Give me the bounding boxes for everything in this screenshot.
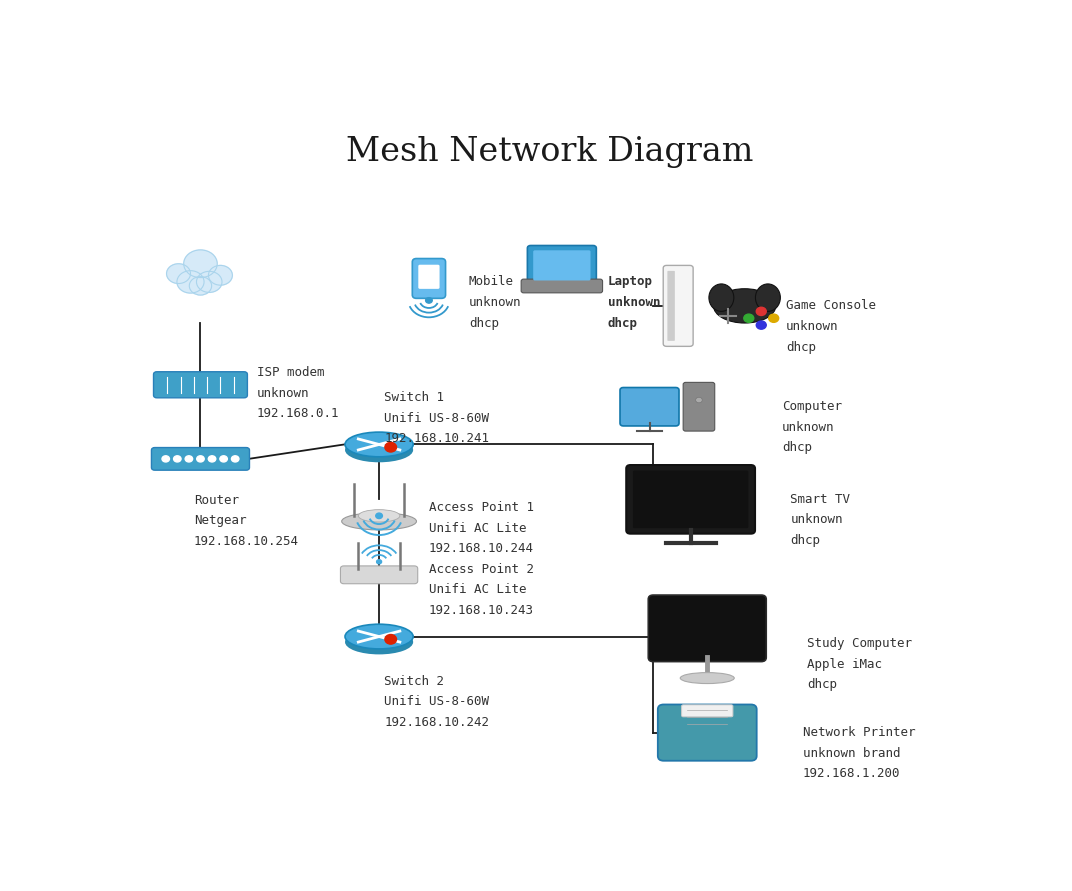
Text: unknown: unknown <box>790 513 843 527</box>
FancyBboxPatch shape <box>649 595 766 662</box>
Ellipse shape <box>714 289 776 323</box>
Circle shape <box>426 298 432 303</box>
Text: 192.168.10.243: 192.168.10.243 <box>429 604 534 617</box>
FancyBboxPatch shape <box>626 465 755 534</box>
Text: unknown: unknown <box>786 320 838 333</box>
Text: dhcp: dhcp <box>790 534 820 547</box>
Text: unknown: unknown <box>468 296 521 309</box>
Text: Switch 1: Switch 1 <box>384 391 444 405</box>
Ellipse shape <box>342 512 416 530</box>
Circle shape <box>220 456 227 462</box>
Ellipse shape <box>345 437 413 462</box>
FancyBboxPatch shape <box>153 372 248 397</box>
FancyBboxPatch shape <box>664 266 694 347</box>
Text: Unifi US-8-60W: Unifi US-8-60W <box>384 412 489 425</box>
Text: dhcp: dhcp <box>786 340 816 354</box>
Text: Access Point 1: Access Point 1 <box>429 501 534 514</box>
Ellipse shape <box>681 673 734 683</box>
Circle shape <box>162 456 169 462</box>
Text: unknown: unknown <box>257 387 310 399</box>
Text: Switch 2: Switch 2 <box>384 674 444 688</box>
Text: Unifi US-8-60W: Unifi US-8-60W <box>384 695 489 708</box>
FancyBboxPatch shape <box>418 265 440 289</box>
Text: 192.168.1.200: 192.168.1.200 <box>803 767 900 781</box>
Circle shape <box>174 456 181 462</box>
Text: Access Point 2: Access Point 2 <box>429 563 534 576</box>
FancyBboxPatch shape <box>521 279 602 293</box>
Circle shape <box>177 271 204 293</box>
Text: Laptop: Laptop <box>608 275 653 289</box>
Text: dhcp: dhcp <box>807 678 837 691</box>
Circle shape <box>696 397 702 403</box>
Text: unknown: unknown <box>783 421 834 434</box>
FancyBboxPatch shape <box>413 258 446 298</box>
FancyBboxPatch shape <box>682 705 733 717</box>
Text: Study Computer: Study Computer <box>807 637 912 650</box>
FancyBboxPatch shape <box>668 271 675 341</box>
Circle shape <box>197 456 204 462</box>
Ellipse shape <box>756 284 780 311</box>
Text: 192.168.10.242: 192.168.10.242 <box>384 715 489 729</box>
FancyBboxPatch shape <box>527 246 596 285</box>
Text: Smart TV: Smart TV <box>790 493 850 506</box>
Circle shape <box>183 249 218 278</box>
Circle shape <box>385 634 397 644</box>
Circle shape <box>166 264 191 283</box>
Circle shape <box>744 315 754 323</box>
Text: Network Printer: Network Printer <box>803 726 915 740</box>
Ellipse shape <box>345 625 413 649</box>
FancyBboxPatch shape <box>683 382 715 431</box>
FancyBboxPatch shape <box>341 566 418 584</box>
Text: 192.168.10.254: 192.168.10.254 <box>194 535 299 548</box>
Text: Computer: Computer <box>783 400 842 413</box>
Circle shape <box>190 276 211 295</box>
Text: 192.168.10.241: 192.168.10.241 <box>384 432 489 446</box>
Ellipse shape <box>709 284 734 311</box>
Text: Mobile: Mobile <box>468 275 513 289</box>
Text: Unifi AC Lite: Unifi AC Lite <box>429 521 526 535</box>
Circle shape <box>385 443 397 452</box>
Text: Netgear: Netgear <box>194 514 247 527</box>
Circle shape <box>185 456 193 462</box>
Ellipse shape <box>345 630 413 654</box>
FancyBboxPatch shape <box>658 705 757 761</box>
Text: 192.168.0.1: 192.168.0.1 <box>257 407 340 420</box>
FancyBboxPatch shape <box>632 470 748 528</box>
Circle shape <box>756 321 766 329</box>
Circle shape <box>232 456 239 462</box>
Text: unknown brand: unknown brand <box>803 747 900 760</box>
Ellipse shape <box>358 510 400 522</box>
FancyBboxPatch shape <box>533 250 591 281</box>
Circle shape <box>208 266 233 285</box>
Circle shape <box>208 456 215 462</box>
Text: dhcp: dhcp <box>783 441 812 454</box>
Circle shape <box>376 560 382 564</box>
Text: 192.168.10.244: 192.168.10.244 <box>429 543 534 555</box>
Text: ISP modem: ISP modem <box>257 366 325 379</box>
Text: dhcp: dhcp <box>608 316 638 330</box>
FancyBboxPatch shape <box>620 388 679 426</box>
Circle shape <box>769 315 778 323</box>
Text: Game Console: Game Console <box>786 299 876 313</box>
Circle shape <box>376 513 383 519</box>
Text: dhcp: dhcp <box>468 316 498 330</box>
Text: Mesh Network Diagram: Mesh Network Diagram <box>345 135 754 168</box>
Text: Unifi AC Lite: Unifi AC Lite <box>429 584 526 596</box>
Ellipse shape <box>345 432 413 457</box>
FancyBboxPatch shape <box>151 447 250 470</box>
Circle shape <box>756 307 766 315</box>
Text: Router: Router <box>194 494 239 507</box>
Text: unknown: unknown <box>608 296 660 309</box>
Circle shape <box>196 272 222 292</box>
Text: Apple iMac: Apple iMac <box>807 658 882 671</box>
